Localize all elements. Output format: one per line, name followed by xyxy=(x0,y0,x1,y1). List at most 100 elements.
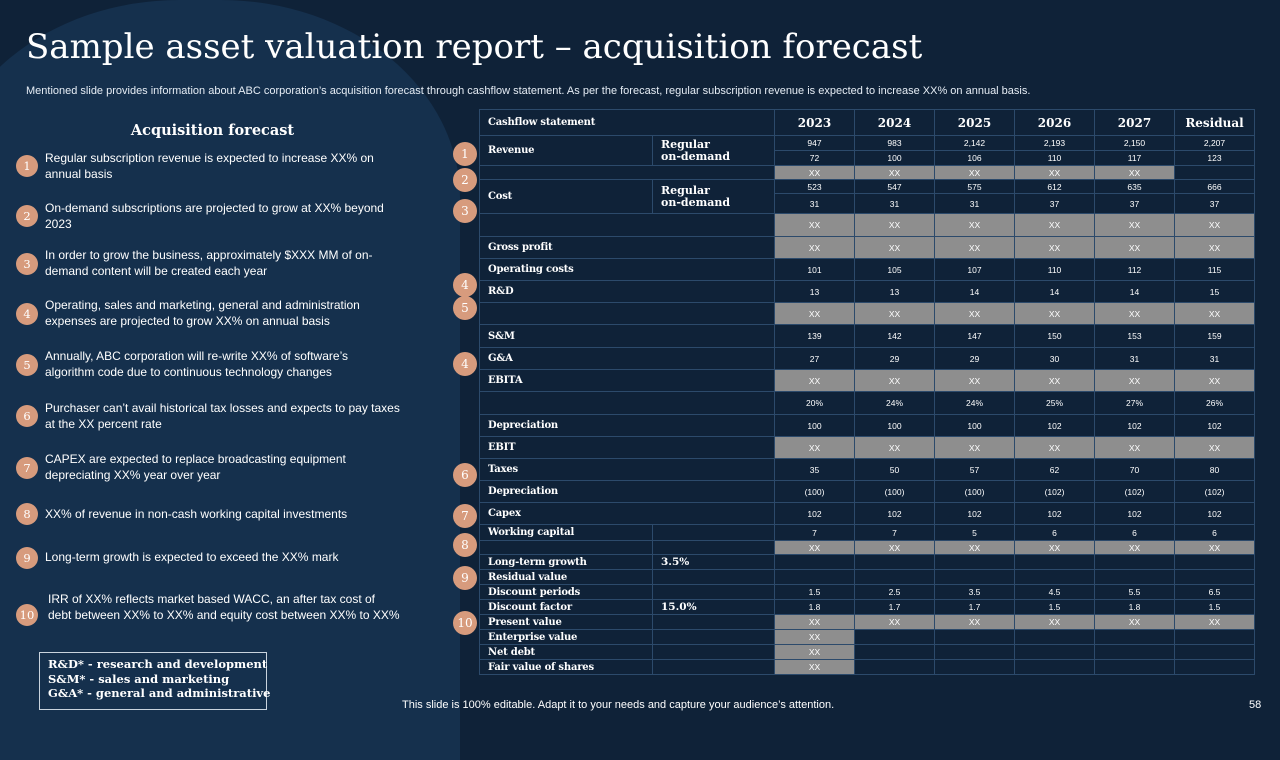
blank-cell xyxy=(652,614,775,630)
value-cell: XX xyxy=(1174,213,1255,237)
abbreviation: R&D* - research and development xyxy=(48,657,268,671)
revenue-subtypes: Regular on-demand xyxy=(652,135,775,166)
forecast-note: Regular subscription revenue is expected… xyxy=(45,151,374,181)
value-cell: XX xyxy=(1014,213,1095,237)
table-row: Working capital 7 7 5 6 6 6 xyxy=(479,524,1255,541)
table-row: 20% 24% 24% 25% 27% 26% xyxy=(479,391,1255,415)
year-header: Residual xyxy=(1174,109,1255,136)
table-row: 31 31 31 37 37 37 xyxy=(480,193,1255,214)
forecast-note: On-demand subscriptions are projected to… xyxy=(45,201,384,231)
value-cell: XX xyxy=(934,540,1015,555)
value-cell: XX xyxy=(854,369,935,392)
value-cell: XX xyxy=(854,614,935,630)
value-cell: 29 xyxy=(854,347,935,370)
forecast-note: Annually, ABC corporation will re-write … xyxy=(45,349,349,379)
value-cell: (100) xyxy=(774,480,855,503)
value-cell: 1.8 xyxy=(1094,599,1175,615)
row-label: Depreciation xyxy=(479,414,775,437)
table-row: XX XX XX XX XX XX xyxy=(479,302,1255,325)
item-number-badge: 3 xyxy=(16,253,38,275)
table-marker-badge: 8 xyxy=(453,533,477,557)
table-row: Taxes 35 50 57 62 70 80 xyxy=(479,458,1255,481)
value-cell: XX xyxy=(1094,165,1175,180)
value-cell: 14 xyxy=(1094,280,1175,303)
row-label: Enterprise value xyxy=(479,629,653,645)
value-cell: XX xyxy=(774,302,855,325)
value-cell: XX xyxy=(934,236,1015,259)
value-cell: (100) xyxy=(854,480,935,503)
table-marker-badge: 6 xyxy=(453,463,477,487)
value-cell: XX xyxy=(1174,540,1255,555)
blank-cell xyxy=(652,569,775,585)
value-cell: XX xyxy=(774,659,855,675)
value-cell: XX xyxy=(1014,614,1095,630)
blank-cell xyxy=(934,644,1015,660)
row-label: Taxes xyxy=(479,458,775,481)
table-marker-badge: 7 xyxy=(453,504,477,528)
blank-cell xyxy=(652,524,775,541)
value-cell: 1.7 xyxy=(934,599,1015,615)
value-cell: 57 xyxy=(934,458,1015,481)
table-row: Capex 102 102 102 102 102 102 xyxy=(479,502,1255,525)
row-label: G&A xyxy=(479,347,775,370)
value-cell: 112 xyxy=(1094,258,1175,281)
blank-cell xyxy=(934,554,1015,570)
value-cell: XX xyxy=(1094,302,1175,325)
parameter-value: 3.5% xyxy=(652,554,775,570)
blank-cell xyxy=(1174,629,1255,645)
value-cell: 2,207 xyxy=(1174,135,1255,151)
value-cell: 100 xyxy=(774,414,855,437)
value-cell: 27% xyxy=(1094,391,1175,415)
value-cell: 666 xyxy=(1174,179,1255,194)
item-number-badge: 6 xyxy=(16,405,38,427)
value-cell: 13 xyxy=(774,280,855,303)
forecast-note: IRR of XX% reflects market based WACC, a… xyxy=(48,592,400,622)
value-cell: 153 xyxy=(1094,324,1175,348)
value-cell: XX xyxy=(774,540,855,555)
cost-subtypes: Regular on-demand xyxy=(652,179,775,214)
value-cell: 983 xyxy=(854,135,935,151)
value-cell: 102 xyxy=(854,502,935,525)
value-cell: 101 xyxy=(774,258,855,281)
row-label: Net debt xyxy=(479,644,653,660)
value-cell: 30 xyxy=(1014,347,1095,370)
table-row: EBITA XX XX XX XX XX XX xyxy=(479,369,1255,392)
row-label: Gross profit xyxy=(479,236,775,259)
value-cell: 2,150 xyxy=(1094,135,1175,151)
value-cell: (102) xyxy=(1174,480,1255,503)
blank-cell xyxy=(1014,659,1095,675)
footer-note: This slide is 100% editable. Adapt it to… xyxy=(402,699,835,711)
blank-cell xyxy=(1014,644,1095,660)
row-label: R&D xyxy=(479,280,775,303)
table-row: XX XX XX XX XX XX xyxy=(479,213,1255,237)
blank-cell xyxy=(652,584,775,600)
value-cell: 110 xyxy=(1014,150,1095,166)
value-cell: 31 xyxy=(1094,347,1175,370)
table-row: Long-term growth 3.5% xyxy=(479,554,1255,570)
value-cell: XX xyxy=(774,614,855,630)
blank-cell xyxy=(1094,644,1175,660)
blank-cell xyxy=(1094,554,1175,570)
year-header: 2024 xyxy=(854,109,935,136)
blank-cell xyxy=(479,213,775,237)
value-cell: 612 xyxy=(1014,179,1095,194)
left-panel-background xyxy=(0,0,460,760)
value-cell: 575 xyxy=(934,179,1015,194)
table-row: Cashflow statement 2023 2024 2025 2026 2027 Re… xyxy=(479,109,1255,136)
blank-cell xyxy=(1014,569,1095,585)
table-row: Enterprise value XX xyxy=(479,629,1255,645)
value-cell: XX xyxy=(934,369,1015,392)
item-number-badge: 4 xyxy=(16,303,38,325)
value-cell: 635 xyxy=(1094,179,1175,194)
table-marker-badge: 1 xyxy=(453,142,477,166)
value-cell: XX xyxy=(854,236,935,259)
row-label: Discount factor xyxy=(479,599,653,615)
item-number-badge: 1 xyxy=(16,155,38,177)
value-cell: 14 xyxy=(1014,280,1095,303)
table-row: Discount factor 15.0% 1.8 1.7 1.7 1.5 1.8 1.5 xyxy=(479,599,1255,615)
table-row: R&D 13 13 14 14 14 15 xyxy=(479,280,1255,303)
blank-cell xyxy=(854,629,935,645)
value-cell: 35 xyxy=(774,458,855,481)
value-cell: (102) xyxy=(1014,480,1095,503)
table-marker-badge: 3 xyxy=(453,199,477,223)
